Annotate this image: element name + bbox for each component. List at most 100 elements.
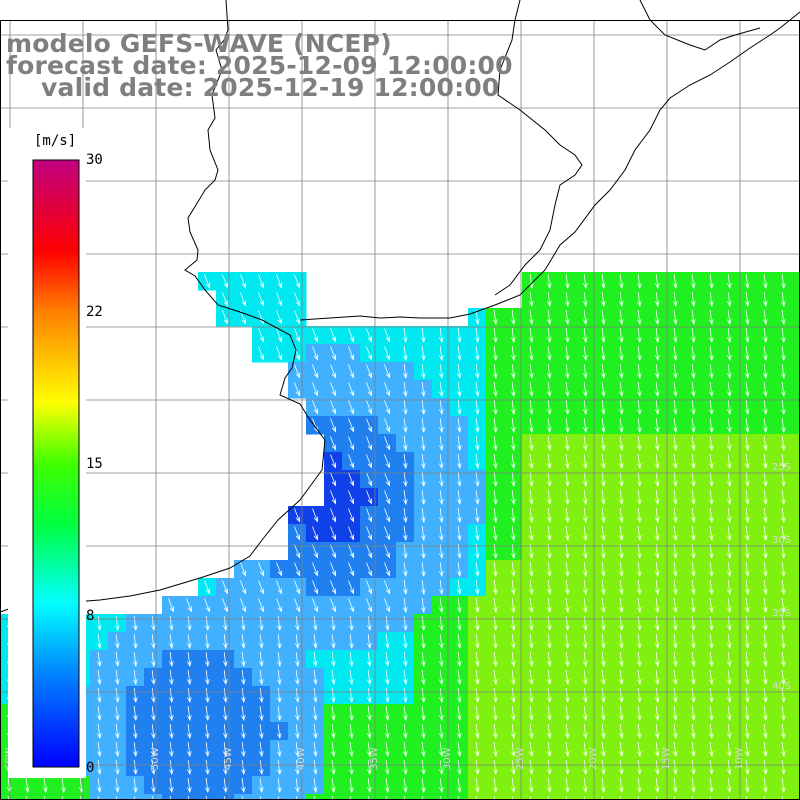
wind-arrow [295,778,300,793]
wind-arrow [294,328,301,343]
wind-arrow [727,616,732,631]
wind-arrow [691,598,696,613]
wind-arrow [330,544,337,559]
wind-arrow [673,292,678,307]
wind-arrow [366,508,373,523]
wind-cell [792,776,800,795]
wind-arrow [493,652,498,667]
wind-arrow [222,274,229,289]
wind-arrow [223,706,228,721]
wind-cell [612,794,631,800]
wind-arrow [709,400,714,415]
wind-arrow [745,598,750,613]
wind-arrow [312,562,319,577]
wind-arrow [673,562,678,577]
wind-arrow [367,778,372,793]
wind-arrow [258,562,265,577]
wind-arrow [709,472,714,487]
wind-arrow [205,616,210,631]
wind-arrow [330,346,337,361]
wind-arrow [295,670,300,685]
wind-arrow [763,688,768,703]
wind-arrow [295,688,300,703]
wind-arrow [241,652,246,667]
wind-arrow [493,418,498,433]
wind-arrow [205,760,210,775]
wind-arrow [511,796,514,800]
wind-arrow [583,346,588,361]
wind-arrow [493,742,498,757]
wind-arrow [781,292,786,307]
wind-arrow [331,670,336,685]
wind-cell [792,506,800,525]
wind-arrow [439,742,444,757]
wind-arrow [529,688,534,703]
wind-arrow [727,742,732,757]
wind-arrow [601,760,606,775]
wind-arrow [457,598,462,613]
wind-arrow [187,670,192,685]
wind-arrow [601,706,606,721]
wind-arrow [313,634,318,649]
wind-arrow [673,508,678,523]
wind-cell [792,542,800,561]
wind-arrow [330,328,337,343]
wind-arrow [439,580,444,595]
colorbar-tick-15: 15 [86,456,103,472]
wind-cell [144,794,163,800]
wind-arrow [565,634,570,649]
wind-arrow [259,778,264,793]
wind-arrow [475,328,480,343]
wind-arrow [348,490,355,505]
wind-arrow [583,454,588,469]
wind-cell [630,794,649,800]
wind-arrow [601,778,606,793]
wind-cell [792,308,800,327]
wind-arrow [25,796,28,800]
wind-arrow [637,418,642,433]
wind-arrow [601,652,606,667]
wind-arrow [547,526,552,541]
wind-arrow [421,562,426,577]
wind-arrow [169,670,174,685]
wind-arrow [781,562,786,577]
wind-arrow [493,328,498,343]
wind-arrow [349,760,354,775]
wind-arrow [565,472,570,487]
wind-arrow [547,490,552,505]
wind-arrow [781,400,786,415]
wind-arrow [457,688,462,703]
wind-arrow [403,742,408,757]
wind-arrow [421,598,426,613]
wind-arrow [276,292,283,307]
wind-arrow [313,760,318,775]
wind-arrow [204,274,211,289]
wind-arrow [475,382,480,397]
wind-arrow [781,778,786,793]
wind-arrow [673,778,678,793]
wind-arrow [673,472,678,487]
wind-arrow [529,364,534,379]
wind-arrow [312,544,319,559]
wind-arrow [655,742,660,757]
coastline-path [0,0,326,613]
wind-cell [0,794,19,800]
wind-arrow [745,454,750,469]
wind-cell [486,794,505,800]
wind-arrow [187,724,192,739]
wind-arrow [294,292,301,307]
wind-arrow [367,742,372,757]
wind-arrow [403,760,408,775]
wind-arrow [781,346,786,361]
wind-arrow [745,526,750,541]
wind-arrow [619,724,624,739]
wind-arrow [511,526,516,541]
wind-arrow [565,274,570,289]
wind-arrow [223,796,226,800]
wind-arrow [583,634,588,649]
wind-arrow [403,400,408,415]
wind-arrow [529,382,534,397]
wind-arrow [511,508,516,523]
